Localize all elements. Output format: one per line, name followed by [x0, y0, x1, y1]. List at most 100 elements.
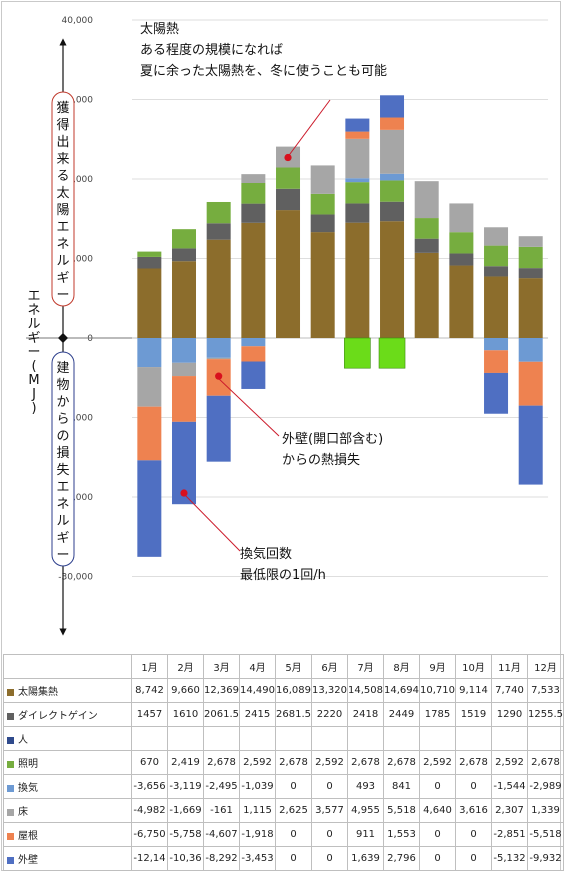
bar-segment [310, 165, 335, 194]
table-month-header: 5月 [275, 654, 312, 679]
table-cell [491, 726, 528, 751]
table-cell: 7,533 [527, 678, 564, 703]
table-cell: 0 [455, 774, 492, 799]
bar-segment [137, 338, 162, 368]
y-tick-label: 30,000 [62, 96, 94, 106]
table-cell: 1519 [455, 702, 492, 727]
annotation-marker [284, 153, 292, 162]
bar-segment [137, 256, 162, 269]
table-cell: -1,918 [239, 822, 276, 847]
bar-segment [172, 376, 197, 422]
table-cell: 1290 [491, 702, 528, 727]
table-cell: 5,518 [383, 798, 420, 823]
annotation-text: 夏に余った太陽熱を、冬に使うことも可能 [140, 63, 387, 79]
bar-segment [449, 232, 474, 254]
series-name: 床 [18, 807, 28, 818]
table-cell: 0 [455, 846, 492, 871]
table-cell: -1,039 [239, 774, 276, 799]
series-legend-cell: 照明 [3, 750, 132, 775]
table-cell: 2,678 [203, 750, 240, 775]
bar-segment [241, 203, 266, 223]
table-cell: 2,796 [383, 846, 420, 871]
bar-segment [276, 210, 301, 338]
table-cell: 0 [455, 822, 492, 847]
table-cell: 0 [419, 846, 456, 871]
table-row: 外壁 -12,14 -10,36 -8,292 -3,453 0 0 1,639 2,796 0 0… [3, 846, 564, 871]
bars [137, 95, 543, 557]
bar-segment [414, 238, 439, 253]
table-cell: -3,119 [167, 774, 204, 799]
vertical-char: 物 [56, 378, 69, 393]
bar-segment [206, 357, 231, 360]
bar-segment [518, 246, 543, 269]
table-cell: 2,419 [167, 750, 204, 775]
annotation-marker [180, 489, 188, 497]
table-month-header: 11月 [491, 654, 528, 679]
legend-swatch [7, 808, 14, 816]
table-row: 屋根 -6,750 -5,758 -4,607 -1,918 0 0 911 1,553 0 0 -2… [3, 822, 564, 847]
bar-segment [380, 95, 405, 118]
bar-segment [414, 181, 439, 219]
table-month-header: 9月 [419, 654, 456, 679]
bar-segment [137, 251, 162, 257]
table-cell [383, 726, 420, 751]
bar-segment [310, 193, 335, 215]
table-month-header: 12月 [527, 654, 564, 679]
y-axis-ticks: 40,000 30,000 20,000 10,000 0 -10,000 -20,000 -… [58, 16, 94, 583]
table-cell [455, 726, 492, 751]
vertical-char: 陽 [56, 203, 69, 218]
bar-segment [172, 362, 197, 377]
table-month-header: 8月 [383, 654, 420, 679]
table-row: 換気 -3,656 -3,119 -2,495 -1,039 0 0 493 841 0 0 -1,5… [3, 774, 564, 799]
annotation-leader [183, 493, 241, 552]
table-cell: 2,592 [239, 750, 276, 775]
table-cell: 670 [131, 750, 168, 775]
bar-segment [137, 406, 162, 461]
table-cell: 2,592 [419, 750, 456, 775]
bar-segment [345, 118, 370, 132]
vertical-char: J [31, 387, 36, 402]
table-cell: 14,694 [383, 678, 420, 703]
gridlines [132, 19, 549, 577]
table-cell: 10,710 [419, 678, 456, 703]
bar-segment [206, 223, 231, 240]
table-cell: 493 [347, 774, 384, 799]
table-cell: 2418 [347, 702, 384, 727]
bar-segment [518, 268, 543, 279]
annotation-text: 太陽熱 [140, 22, 179, 37]
table-cell [275, 726, 312, 751]
bar-segment [484, 338, 509, 351]
table-cell: -3,453 [239, 846, 276, 871]
series-legend-cell: 換気 [3, 774, 132, 799]
bar-segment [206, 338, 231, 358]
series-legend-cell: ダイレクトゲイン [3, 702, 132, 727]
vertical-char: 建 [56, 361, 69, 376]
y-tick-label: -30,000 [58, 573, 93, 583]
table-cell [131, 726, 168, 751]
table-cell: 3,577 [311, 798, 348, 823]
bar-segment [345, 178, 370, 183]
series-legend-cell: 外壁 [3, 846, 132, 871]
bar-segment [276, 167, 301, 189]
bar-segment [449, 265, 474, 338]
table-cell: -12,14 [131, 846, 168, 871]
vertical-char: ギ [56, 271, 69, 286]
bar-segment [137, 268, 162, 338]
bar-segment [484, 276, 509, 338]
table-cell: 4,640 [419, 798, 456, 823]
table-cell: 0 [419, 822, 456, 847]
table-cell: 911 [347, 822, 384, 847]
annotations: 太陽熱ある程度の規模になれば夏に余った太陽熱を、冬に使うことも可能外壁(開口部含… [140, 22, 387, 583]
vertical-char: エ [56, 480, 69, 495]
table-cell: -5,132 [491, 846, 528, 871]
legend-swatch [7, 736, 14, 744]
table-cell [419, 726, 456, 751]
bar-segment [241, 346, 266, 362]
stacked-bar-chart: 40,000 30,000 20,000 10,000 0 -10,000 -20,000 -… [26, 16, 549, 636]
table-cell: 2681.5 [275, 702, 312, 727]
table-cell: -4,982 [131, 798, 168, 823]
table-month-header: 10月 [455, 654, 492, 679]
